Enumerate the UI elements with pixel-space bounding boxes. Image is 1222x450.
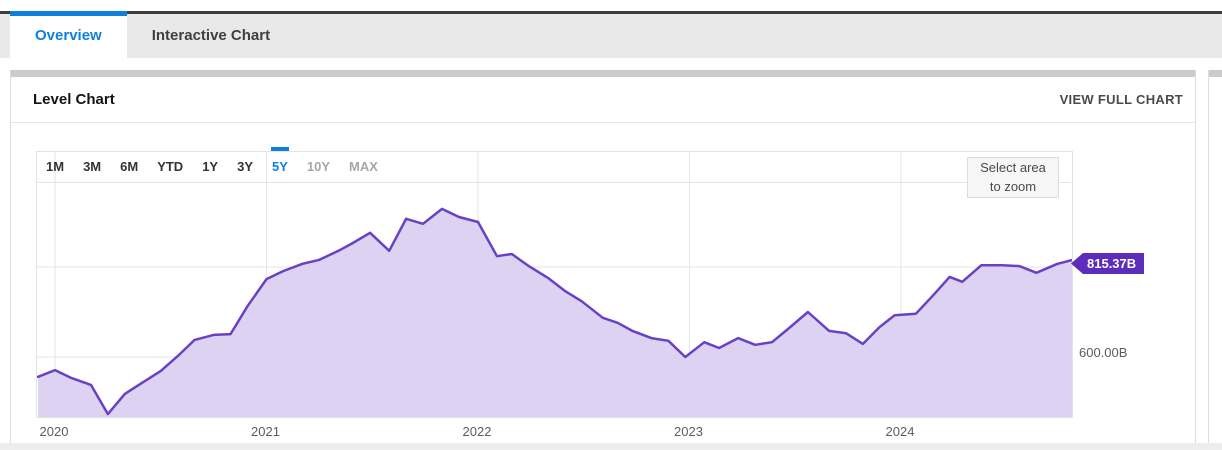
- x-tick-label-2023: 2023: [674, 424, 703, 439]
- zoom-hint-box: Select area to zoom: [967, 157, 1059, 198]
- zoom-hint-line1: Select area: [980, 160, 1046, 175]
- panel-header: Level Chart VIEW FULL CHART: [11, 77, 1195, 123]
- range-button-max[interactable]: MAX: [349, 159, 378, 174]
- range-button-5y[interactable]: 5Y: [271, 147, 289, 182]
- range-button-3y[interactable]: 3Y: [237, 159, 253, 174]
- page-bottom-strip: [0, 443, 1222, 450]
- range-button-10y[interactable]: 10Y: [306, 159, 331, 174]
- tab-interactive-chart[interactable]: Interactive Chart: [151, 27, 271, 44]
- x-tick-label-2024: 2024: [885, 424, 915, 439]
- range-button-ytd[interactable]: YTD: [157, 159, 184, 174]
- panel-title: Level Chart: [33, 91, 115, 108]
- x-tick-label-2021: 2021: [251, 424, 280, 439]
- adjacent-panel-edge: [1208, 70, 1222, 443]
- zoom-hint-line2: to zoom: [989, 179, 1037, 194]
- plot-svg: [37, 152, 1072, 417]
- range-button-3m[interactable]: 3M: [83, 159, 102, 174]
- current-value-badge: 815.37B: [1071, 253, 1145, 274]
- area-series-fill: [38, 208, 1072, 417]
- view-full-chart-button[interactable]: VIEW FULL CHART: [1059, 92, 1183, 107]
- plot-frame[interactable]: [36, 151, 1073, 418]
- line-series: [37, 207, 1072, 416]
- range-button-1m[interactable]: 1M: [46, 159, 65, 174]
- y-axis-label: 600.00B: [1079, 345, 1128, 360]
- chart-region: 1M 3M 6M YTD 1Y 3Y 5Y 10Y MAX Select area to zoo…: [11, 123, 1195, 443]
- range-button-1y[interactable]: 1Y: [202, 159, 219, 174]
- top-border-rule: [0, 11, 1222, 14]
- tab-bar: Overview Interactive Chart: [0, 11, 1222, 58]
- level-chart-panel: Level Chart VIEW FULL CHART 1M 3M 6M YTD 1Y 3…: [10, 70, 1196, 443]
- range-selector: 1M 3M 6M YTD 1Y 3Y 5Y 10Y MAX: [36, 147, 1071, 183]
- x-tick-label-2022: 2022: [462, 424, 492, 439]
- range-button-6m[interactable]: 6M: [120, 159, 139, 174]
- panel-top-strip: [11, 70, 1195, 77]
- tab-overview[interactable]: Overview: [10, 11, 127, 58]
- x-tick-label-2020: 2020: [39, 424, 69, 439]
- adjacent-panel-strip: [1209, 70, 1222, 77]
